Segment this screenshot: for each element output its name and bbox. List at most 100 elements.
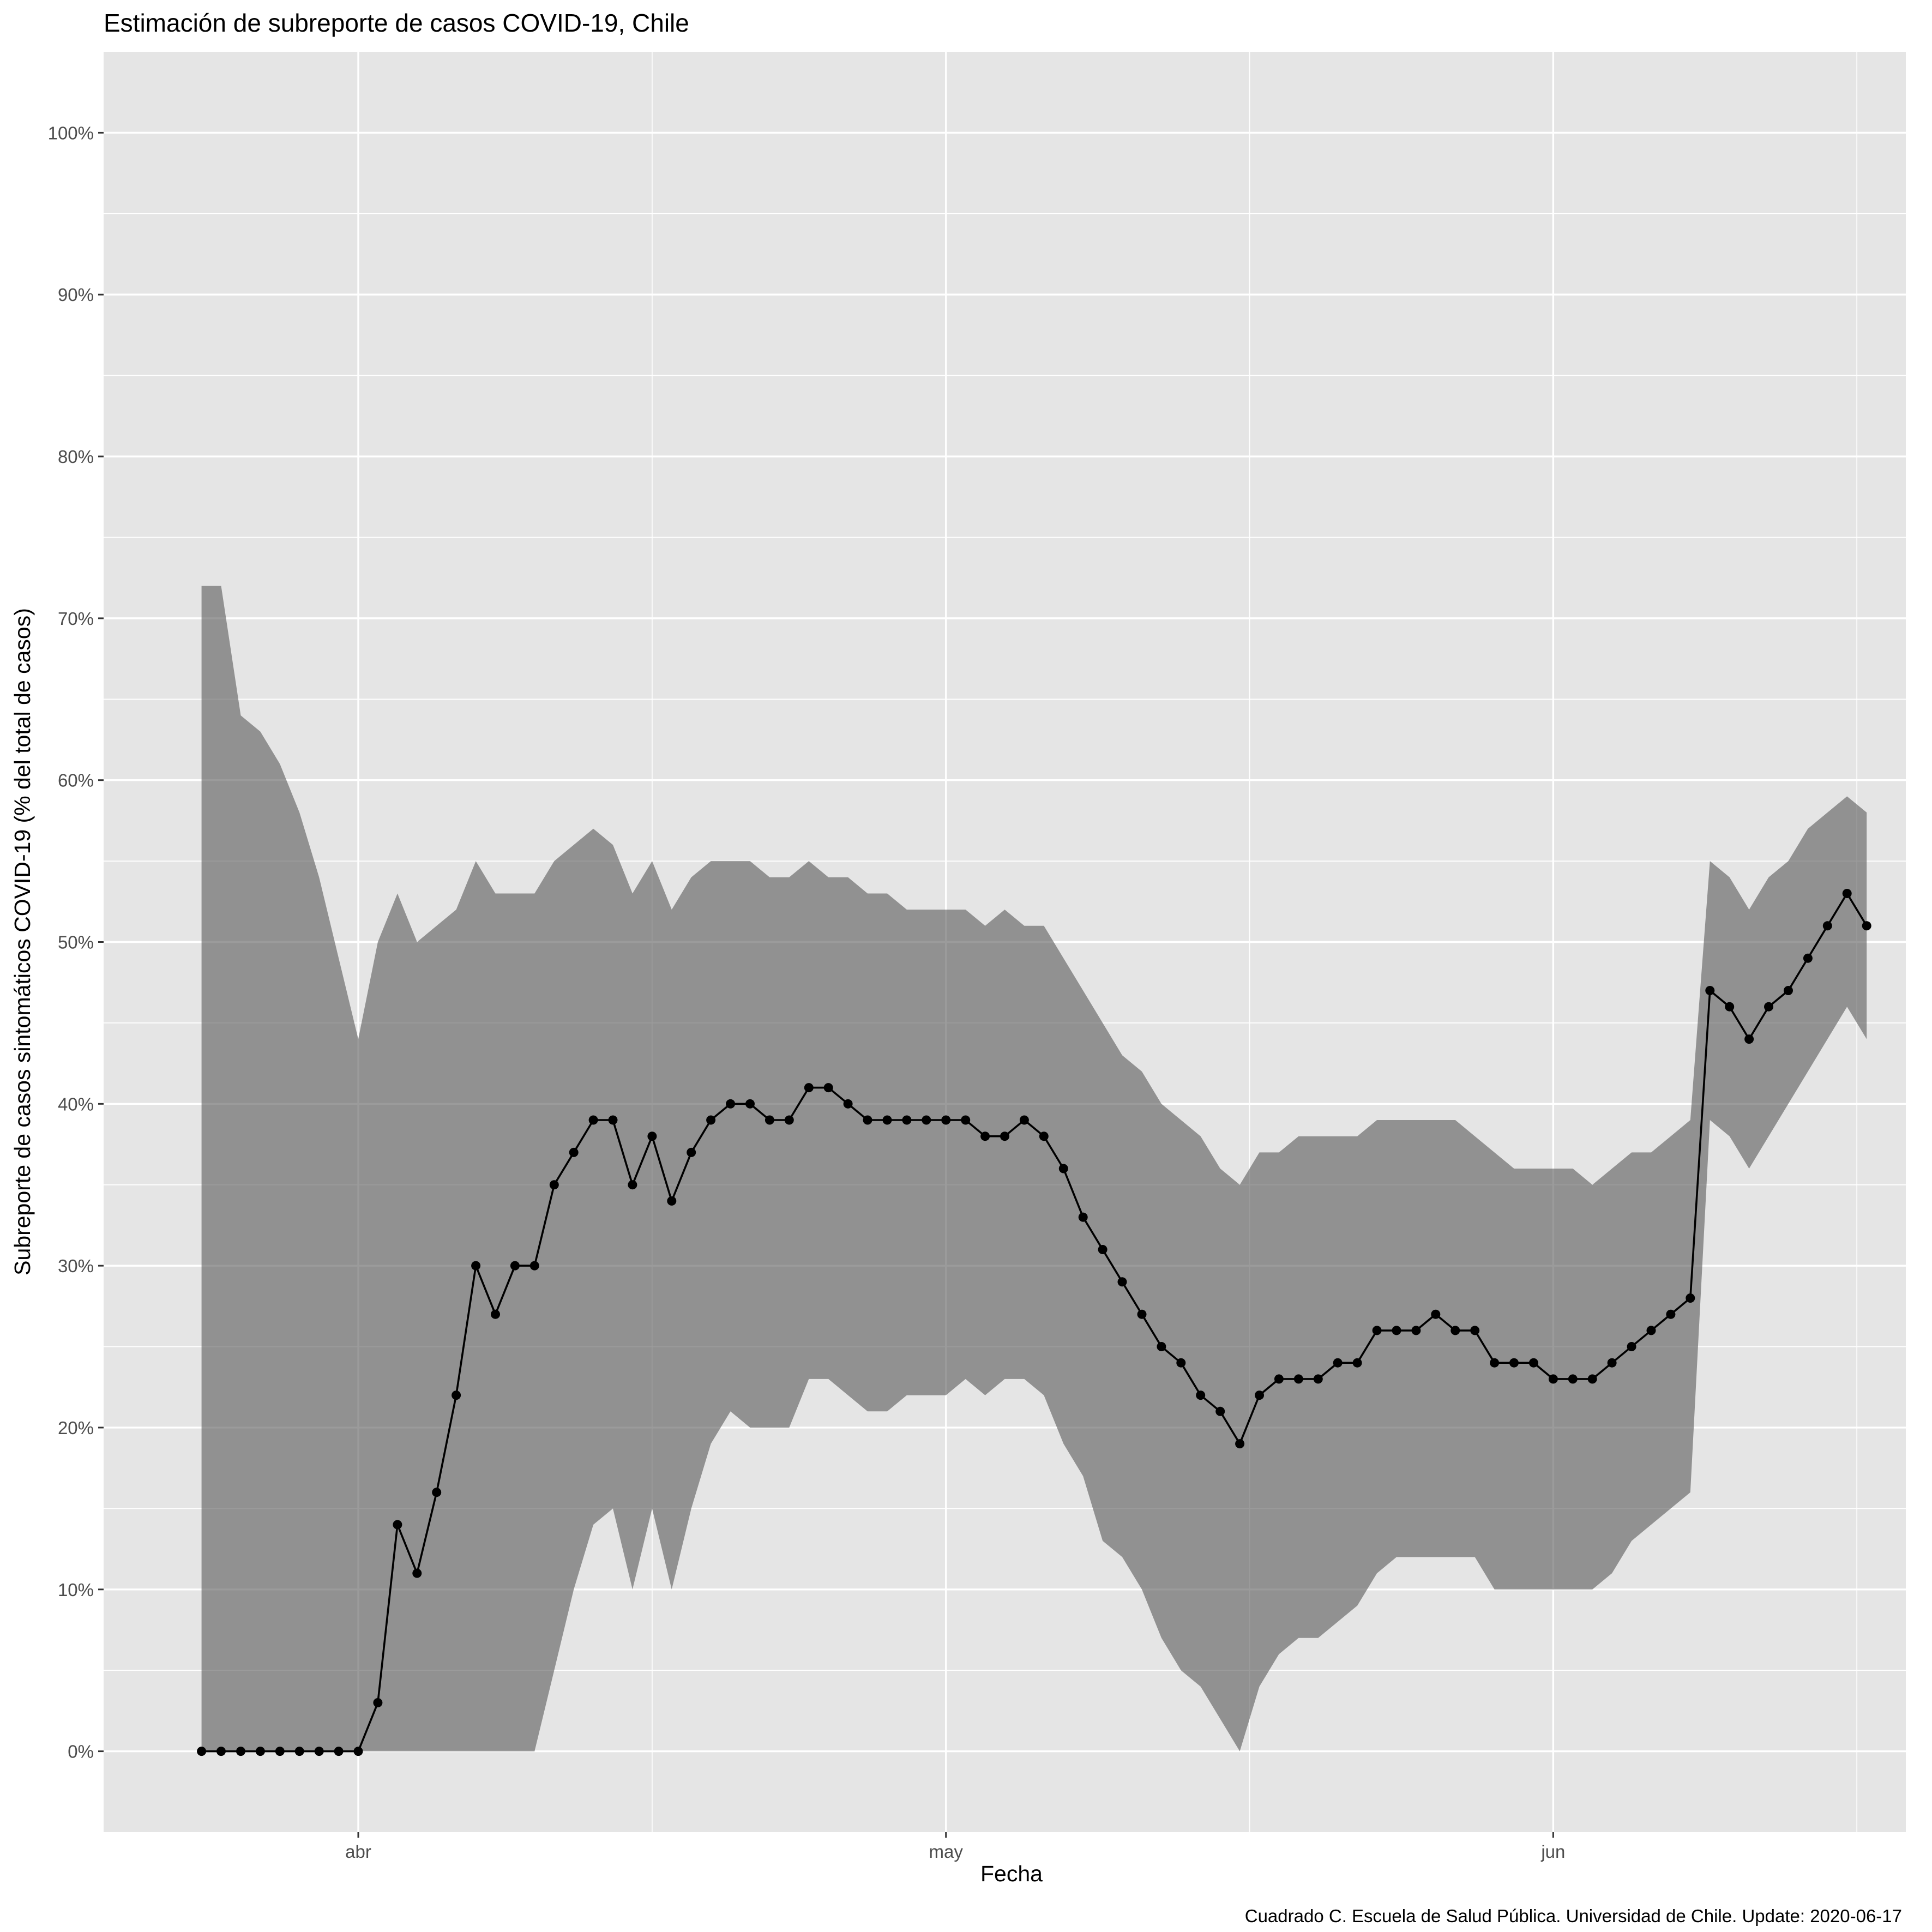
data-point [1333, 1358, 1343, 1368]
y-axis-title: Subreporte de casos sintomáticos COVID-1… [10, 608, 35, 1275]
data-point [961, 1115, 971, 1125]
data-point [1587, 1374, 1597, 1384]
data-point [549, 1180, 559, 1190]
data-point [1509, 1358, 1519, 1368]
y-tick-label: 40% [58, 1094, 94, 1114]
data-point [941, 1115, 951, 1125]
data-point [1784, 986, 1793, 995]
data-point [726, 1099, 736, 1109]
data-point [393, 1520, 402, 1530]
data-point [353, 1747, 363, 1756]
y-tick-label: 10% [58, 1580, 94, 1600]
data-point [1293, 1374, 1303, 1384]
data-point [216, 1747, 226, 1756]
data-point [1235, 1439, 1245, 1449]
data-point [784, 1115, 794, 1125]
data-point [1528, 1358, 1538, 1368]
data-point [334, 1747, 344, 1756]
y-axis: 0% 10% 20% 30% 40% 50% 60% 70% 80% 90% 100% [48, 123, 104, 1762]
data-point [1490, 1358, 1500, 1368]
x-axis: abr may jun [345, 1832, 1565, 1862]
data-point [765, 1115, 774, 1125]
data-point [902, 1115, 912, 1125]
y-tick-label: 100% [48, 123, 94, 143]
data-point [491, 1309, 500, 1319]
data-point [1450, 1326, 1460, 1335]
data-point [432, 1488, 442, 1497]
data-point [1646, 1326, 1656, 1335]
data-point [628, 1180, 637, 1190]
data-point [804, 1083, 814, 1093]
x-axis-title: Fecha [980, 1861, 1043, 1886]
data-point [1803, 953, 1813, 963]
data-point [314, 1747, 324, 1756]
data-point [1686, 1293, 1695, 1303]
data-point [510, 1261, 520, 1271]
data-point [1019, 1115, 1029, 1125]
data-point [1078, 1212, 1088, 1222]
data-point [529, 1261, 539, 1271]
data-point [1157, 1342, 1166, 1351]
data-point [373, 1698, 383, 1707]
data-point [980, 1131, 990, 1141]
y-tick-label: 90% [58, 285, 94, 305]
data-point [1255, 1391, 1264, 1400]
data-point [1666, 1309, 1676, 1319]
data-point [1274, 1374, 1284, 1384]
data-point [745, 1099, 755, 1109]
data-point [1098, 1245, 1108, 1254]
data-point [197, 1747, 207, 1756]
data-point [1607, 1358, 1617, 1368]
data-point [667, 1196, 677, 1206]
data-point [1039, 1131, 1049, 1141]
data-point [1705, 986, 1715, 995]
confidence-ribbon [201, 586, 1867, 1752]
data-point [294, 1747, 304, 1756]
data-point [1822, 921, 1832, 931]
data-point [1196, 1391, 1206, 1400]
data-point [863, 1115, 872, 1125]
y-tick-label: 80% [58, 447, 94, 467]
y-tick-label: 50% [58, 932, 94, 953]
data-point [823, 1083, 833, 1093]
data-point [1568, 1374, 1578, 1384]
y-tick-label: 0% [68, 1742, 94, 1762]
data-point [452, 1391, 461, 1400]
data-point [1215, 1406, 1225, 1416]
data-point [1058, 1164, 1068, 1173]
data-point [1352, 1358, 1362, 1368]
data-point [922, 1115, 931, 1125]
data-point [1862, 921, 1871, 931]
x-tick-label: may [929, 1841, 964, 1862]
y-tick-label: 20% [58, 1418, 94, 1438]
data-point [706, 1115, 716, 1125]
data-point [882, 1115, 892, 1125]
data-point [647, 1131, 657, 1141]
data-point [255, 1747, 265, 1756]
y-tick-label: 60% [58, 771, 94, 791]
data-point [588, 1115, 598, 1125]
data-point [1000, 1131, 1009, 1141]
y-tick-label: 30% [58, 1256, 94, 1276]
chart-title: Estimación de subreporte de casos COVID-… [104, 9, 689, 37]
data-point [1764, 1002, 1773, 1012]
data-point [1176, 1358, 1186, 1368]
data-point [1137, 1309, 1147, 1319]
data-point [1548, 1374, 1558, 1384]
data-point [1117, 1277, 1127, 1287]
data-point [1744, 1034, 1754, 1044]
data-point [275, 1747, 285, 1756]
data-point [1411, 1326, 1421, 1335]
data-point [471, 1261, 481, 1271]
data-point [608, 1115, 618, 1125]
x-tick-label: abr [345, 1841, 371, 1862]
data-point [1313, 1374, 1323, 1384]
data-point [1470, 1326, 1480, 1335]
data-point [1372, 1326, 1382, 1335]
data-point [687, 1147, 696, 1157]
data-point [1431, 1309, 1441, 1319]
x-tick-label: jun [1540, 1841, 1565, 1862]
data-point [1842, 889, 1852, 898]
chart-caption: Cuadrado C. Escuela de Salud Pública. Un… [1245, 1906, 1902, 1926]
data-point [1725, 1002, 1735, 1012]
